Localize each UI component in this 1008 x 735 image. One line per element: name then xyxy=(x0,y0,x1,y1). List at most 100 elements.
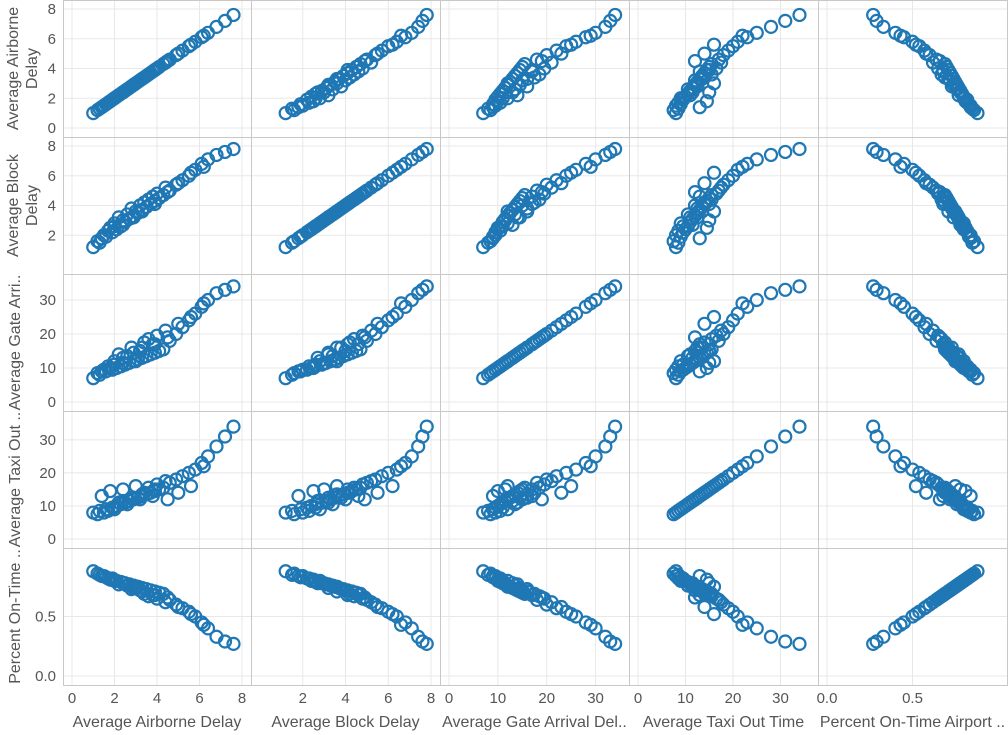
point-r2-c0-33 xyxy=(226,279,241,294)
point-r2-c3-46 xyxy=(695,340,710,355)
point-r0-c1-47 xyxy=(340,62,355,78)
point-r4-c3-50 xyxy=(706,607,722,622)
point-r2-c1-47 xyxy=(340,337,355,352)
point-r2-c0-46 xyxy=(135,340,150,355)
point-r4-c1-49 xyxy=(370,599,385,615)
y-tick-label-r3-1: 10 xyxy=(39,498,56,515)
point-r4-c0-46 xyxy=(135,584,150,599)
point-r0-c3-33 xyxy=(792,7,807,23)
point-r3-c1-40 xyxy=(287,507,302,522)
point-r4-c0-50 xyxy=(183,607,199,622)
point-r0-c1-46 xyxy=(329,71,345,87)
point-r0-c0-33 xyxy=(226,7,241,23)
point-r3-c3-31 xyxy=(763,439,779,454)
point-r2-c1-50 xyxy=(385,309,400,325)
point-r4-c2-33 xyxy=(608,636,623,651)
point-r2-c0-49 xyxy=(171,316,186,331)
x-tick-label-c0-1: 2 xyxy=(110,690,118,707)
label-layer: Average Airborne Delay Average Block Dela… xyxy=(5,7,1005,731)
point-r0-c3-41 xyxy=(668,98,684,113)
y-tick-label-r0-0: 0 xyxy=(48,120,56,137)
point-r1-c3-20 xyxy=(692,231,707,246)
point-r2-c4-31 xyxy=(876,286,891,301)
point-r1-c3-34 xyxy=(683,210,698,225)
point-r4-c0-45 xyxy=(126,580,141,596)
point-r2-c0-43 xyxy=(107,357,122,372)
point-r3-c1-20 xyxy=(291,488,306,504)
point-r4-c0-33 xyxy=(226,636,241,651)
point-r3-c4-33 xyxy=(866,419,881,434)
point-r4-c0-43 xyxy=(107,573,122,588)
point-r2-c1-49 xyxy=(370,316,385,331)
point-r0-c2-39 xyxy=(544,55,559,70)
point-r0-c2-49 xyxy=(554,46,569,61)
point-r2-c4-49 xyxy=(919,316,934,331)
point-r3-c0-45 xyxy=(126,490,141,505)
point-r0-c4-39 xyxy=(925,55,941,70)
point-r1-c0-41 xyxy=(96,228,111,243)
point-r4-c4-33 xyxy=(866,636,881,651)
x-tick-label-c3-1: 10 xyxy=(677,690,694,707)
point-r3-c1-48 xyxy=(357,492,372,507)
point-r1-c4-50 xyxy=(908,165,924,180)
point-r3-c2-51 xyxy=(583,459,598,474)
point-r3-c2-39 xyxy=(544,474,559,489)
point-r2-c2-49 xyxy=(554,316,569,331)
point-r1-c2-43 xyxy=(495,219,510,234)
point-r2-c3-20 xyxy=(692,364,707,379)
point-r0-c4-48 xyxy=(932,53,947,69)
point-r1-c3-43 xyxy=(676,219,691,234)
point-r3-c2-23 xyxy=(500,479,515,494)
point-r2-c3-50 xyxy=(706,309,722,325)
point-r2-c0-31 xyxy=(209,286,224,301)
point-r2-c3-51 xyxy=(735,296,750,311)
point-r2-c4-48 xyxy=(932,330,947,345)
point-r2-c0-39 xyxy=(158,323,173,338)
point-r2-c3-31 xyxy=(763,286,779,301)
point-r2-c1-33 xyxy=(419,279,434,294)
point-r3-c0-33 xyxy=(226,419,241,434)
point-r3-c0-50 xyxy=(183,479,199,494)
y-axis-label-r1-line0: Average Block xyxy=(5,153,22,257)
point-r0-c3-39 xyxy=(714,55,729,70)
y-tick-label-r3-0: 0 xyxy=(48,531,56,548)
point-r1-c2-44 xyxy=(505,217,520,232)
point-r1-c2-48 xyxy=(534,185,549,200)
point-r2-c3-49 xyxy=(697,316,712,331)
x-axis-label-c2: Average Gate Arrival Del.. xyxy=(442,714,627,731)
point-r3-c2-38 xyxy=(537,477,552,492)
point-r1-c0-31 xyxy=(209,147,224,163)
point-r3-c3-32 xyxy=(778,429,793,444)
point-r2-c1-42 xyxy=(302,359,317,374)
point-r1-c3-46 xyxy=(695,204,710,219)
point-r4-c3-48 xyxy=(687,590,703,605)
point-r4-c0-48 xyxy=(160,590,175,605)
x-tick-label-c1-2: 6 xyxy=(384,690,392,707)
point-r3-c3-49 xyxy=(697,485,712,500)
point-r2-c1-51 xyxy=(393,296,409,311)
point-r2-c4-47 xyxy=(936,337,951,352)
y-tick-label-r3-2: 20 xyxy=(39,465,56,482)
y-tick-label-r1-2: 6 xyxy=(48,168,56,185)
y-tick-label-r1-3: 8 xyxy=(48,138,56,155)
point-r1-c3-30 xyxy=(749,152,764,167)
point-r3-c1-50 xyxy=(385,479,400,494)
point-r3-c4-31 xyxy=(876,439,891,454)
x-tick-label-c1-1: 4 xyxy=(341,690,349,707)
point-r0-c2-33 xyxy=(608,7,623,23)
x-tick-label-c4-1: 0.5 xyxy=(902,690,923,707)
x-axis-label-c0: Average Airborne Delay xyxy=(73,714,242,731)
point-r3-c1-51 xyxy=(393,459,409,474)
point-r1-c1-49 xyxy=(370,176,385,191)
point-r2-c2-33 xyxy=(608,279,623,294)
point-r0-c3-47 xyxy=(702,62,717,78)
point-r2-c4-50 xyxy=(908,309,924,325)
point-r4-c1-45 xyxy=(321,580,336,596)
point-r3-c4-49 xyxy=(919,485,934,500)
point-r0-c4-47 xyxy=(936,62,951,78)
point-r4-c3-33 xyxy=(792,636,807,651)
x-tick-label-c3-0: 0 xyxy=(634,690,642,707)
point-r3-c3-51 xyxy=(735,459,750,474)
point-r1-c3-50 xyxy=(706,165,722,180)
point-r3-c3-33 xyxy=(792,419,807,434)
